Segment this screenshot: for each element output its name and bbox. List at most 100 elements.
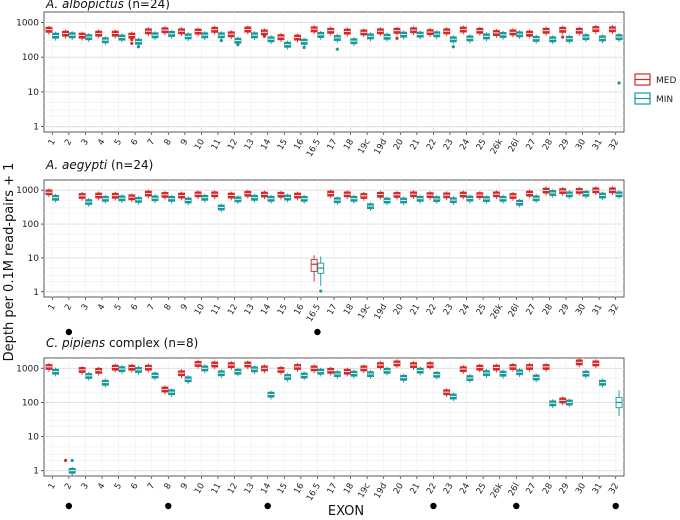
x-tick-label: 4 xyxy=(96,303,107,313)
x-tick-label: 16.5 xyxy=(305,482,323,503)
x-tick-label: 1 xyxy=(47,482,58,492)
outlier-point xyxy=(219,39,223,43)
x-tick-label: 22 xyxy=(425,482,439,496)
y-axis-label: Depth per 0.1M read-pairs + 1 xyxy=(2,163,17,362)
x-tick-label: 12 xyxy=(226,482,240,496)
y-tick-label: 1 xyxy=(33,467,39,477)
x-tick-label: 11 xyxy=(210,138,224,152)
x-tick-label: 21 xyxy=(408,138,422,152)
x-tick-label: 8 xyxy=(163,303,174,313)
x-tick-label: 3 xyxy=(80,303,91,313)
x-tick-label: 16.5 xyxy=(305,138,323,159)
outlier-point xyxy=(130,41,134,45)
y-tick-label: 10 xyxy=(28,254,40,264)
x-tick-label: 32 xyxy=(607,138,621,152)
y-tick-label: 100 xyxy=(22,398,39,408)
x-tick-label: 18 xyxy=(342,303,356,317)
panel-title-count: (n=24) xyxy=(107,158,153,172)
x-tick-label: 26l xyxy=(507,138,522,154)
x-tick-label: 14 xyxy=(259,482,273,496)
x-tick-label: 16.5 xyxy=(305,303,323,324)
outlier-point xyxy=(335,47,339,51)
panel-title-species: C. pipiens xyxy=(46,336,105,350)
x-tick-label: 6 xyxy=(129,303,140,313)
y-tick-label: 1000 xyxy=(16,18,39,28)
panel-title: A. aegypti (n=24) xyxy=(45,158,153,172)
x-tick-label: 7 xyxy=(146,138,157,148)
x-tick-label: 7 xyxy=(146,303,157,313)
x-tick-label: 23 xyxy=(442,482,456,496)
x-tick-label: 16 xyxy=(292,138,306,152)
x-tick-label: 27 xyxy=(524,303,538,317)
x-tick-label: 17 xyxy=(326,138,340,152)
x-tick-label: 20 xyxy=(392,303,406,317)
exon-marker-dot xyxy=(65,502,73,510)
outlier-point xyxy=(130,38,134,42)
x-tick-label: 20 xyxy=(392,482,406,496)
x-tick-label: 13 xyxy=(243,482,257,496)
y-tick-label: 1000 xyxy=(16,364,39,374)
x-tick-label: 24 xyxy=(458,138,472,152)
exon-marker-dot xyxy=(165,502,172,510)
x-tick-label: 32 xyxy=(607,482,621,496)
y-tick-label: 1 xyxy=(33,123,39,133)
y-tick-label: 10 xyxy=(28,88,40,98)
x-tick-label: 24 xyxy=(458,303,472,317)
x-tick-label: 9 xyxy=(179,138,190,148)
panel-title-count: (n=24) xyxy=(124,0,170,11)
outlier-point xyxy=(236,43,240,47)
x-tick-label: 10 xyxy=(193,482,207,496)
y-tick-label: 10 xyxy=(28,433,40,443)
x-tick-label: 29 xyxy=(558,138,572,152)
x-tick-label: 4 xyxy=(96,482,107,492)
x-tick-label: 31 xyxy=(591,482,605,496)
x-tick-label: 30 xyxy=(574,482,588,496)
x-tick-label: 23 xyxy=(442,303,456,317)
outlier-point xyxy=(136,45,141,49)
x-tick-label: 12 xyxy=(226,303,240,317)
x-tick-label: 25 xyxy=(475,303,489,317)
x-tick-label: 5 xyxy=(113,482,124,492)
outlier-point xyxy=(262,34,266,38)
x-tick-label: 15 xyxy=(276,482,290,496)
x-tick-label: 7 xyxy=(146,482,157,492)
x-tick-label: 19c xyxy=(356,137,373,156)
panel-title: C. pipiens complex (n=8) xyxy=(46,336,198,350)
y-tick-label: 100 xyxy=(22,53,39,63)
x-tick-label: 18 xyxy=(342,482,356,496)
panel-title-count: complex (n=8) xyxy=(105,336,198,350)
x-tick-label: 10 xyxy=(193,303,207,317)
x-tick-label: 3 xyxy=(80,482,91,492)
outlier-point xyxy=(561,35,565,39)
x-tick-label: 28 xyxy=(541,303,555,317)
y-tick-label: 100 xyxy=(22,220,39,230)
outlier-point xyxy=(395,36,399,40)
x-tick-label: 28 xyxy=(541,138,555,152)
legend-med-label: MED xyxy=(656,76,676,86)
x-tick-label: 17 xyxy=(326,482,340,496)
x-tick-label: 2 xyxy=(63,138,74,148)
x-tick-label: 24 xyxy=(458,482,472,496)
x-tick-label: 2 xyxy=(63,303,74,313)
x-tick-label: 10 xyxy=(193,138,207,152)
marks-layer xyxy=(45,24,623,510)
x-tick-label: 1 xyxy=(47,303,58,313)
y-tick-label: 1 xyxy=(33,288,39,298)
x-tick-label: 6 xyxy=(129,482,140,492)
x-tick-label: 16 xyxy=(292,482,306,496)
x-tick-label: 8 xyxy=(163,138,174,148)
x-tick-label: 9 xyxy=(179,303,190,313)
x-tick-label: 9 xyxy=(179,482,190,492)
x-tick-label: 8 xyxy=(163,482,174,492)
x-tick-label: 21 xyxy=(408,303,422,317)
x-tick-label: 21 xyxy=(408,482,422,496)
x-tick-label: 14 xyxy=(259,138,273,152)
legend: MED MIN xyxy=(634,73,676,105)
x-tick-label: 26l xyxy=(507,482,522,498)
exon-marker-dot xyxy=(264,502,271,510)
outlier-point xyxy=(451,45,455,49)
x-tick-label: 16 xyxy=(292,303,306,317)
x-tick-label: 26k xyxy=(489,137,506,156)
x-tick-label: 18 xyxy=(342,138,356,152)
x-tick-label: 15 xyxy=(276,303,290,317)
